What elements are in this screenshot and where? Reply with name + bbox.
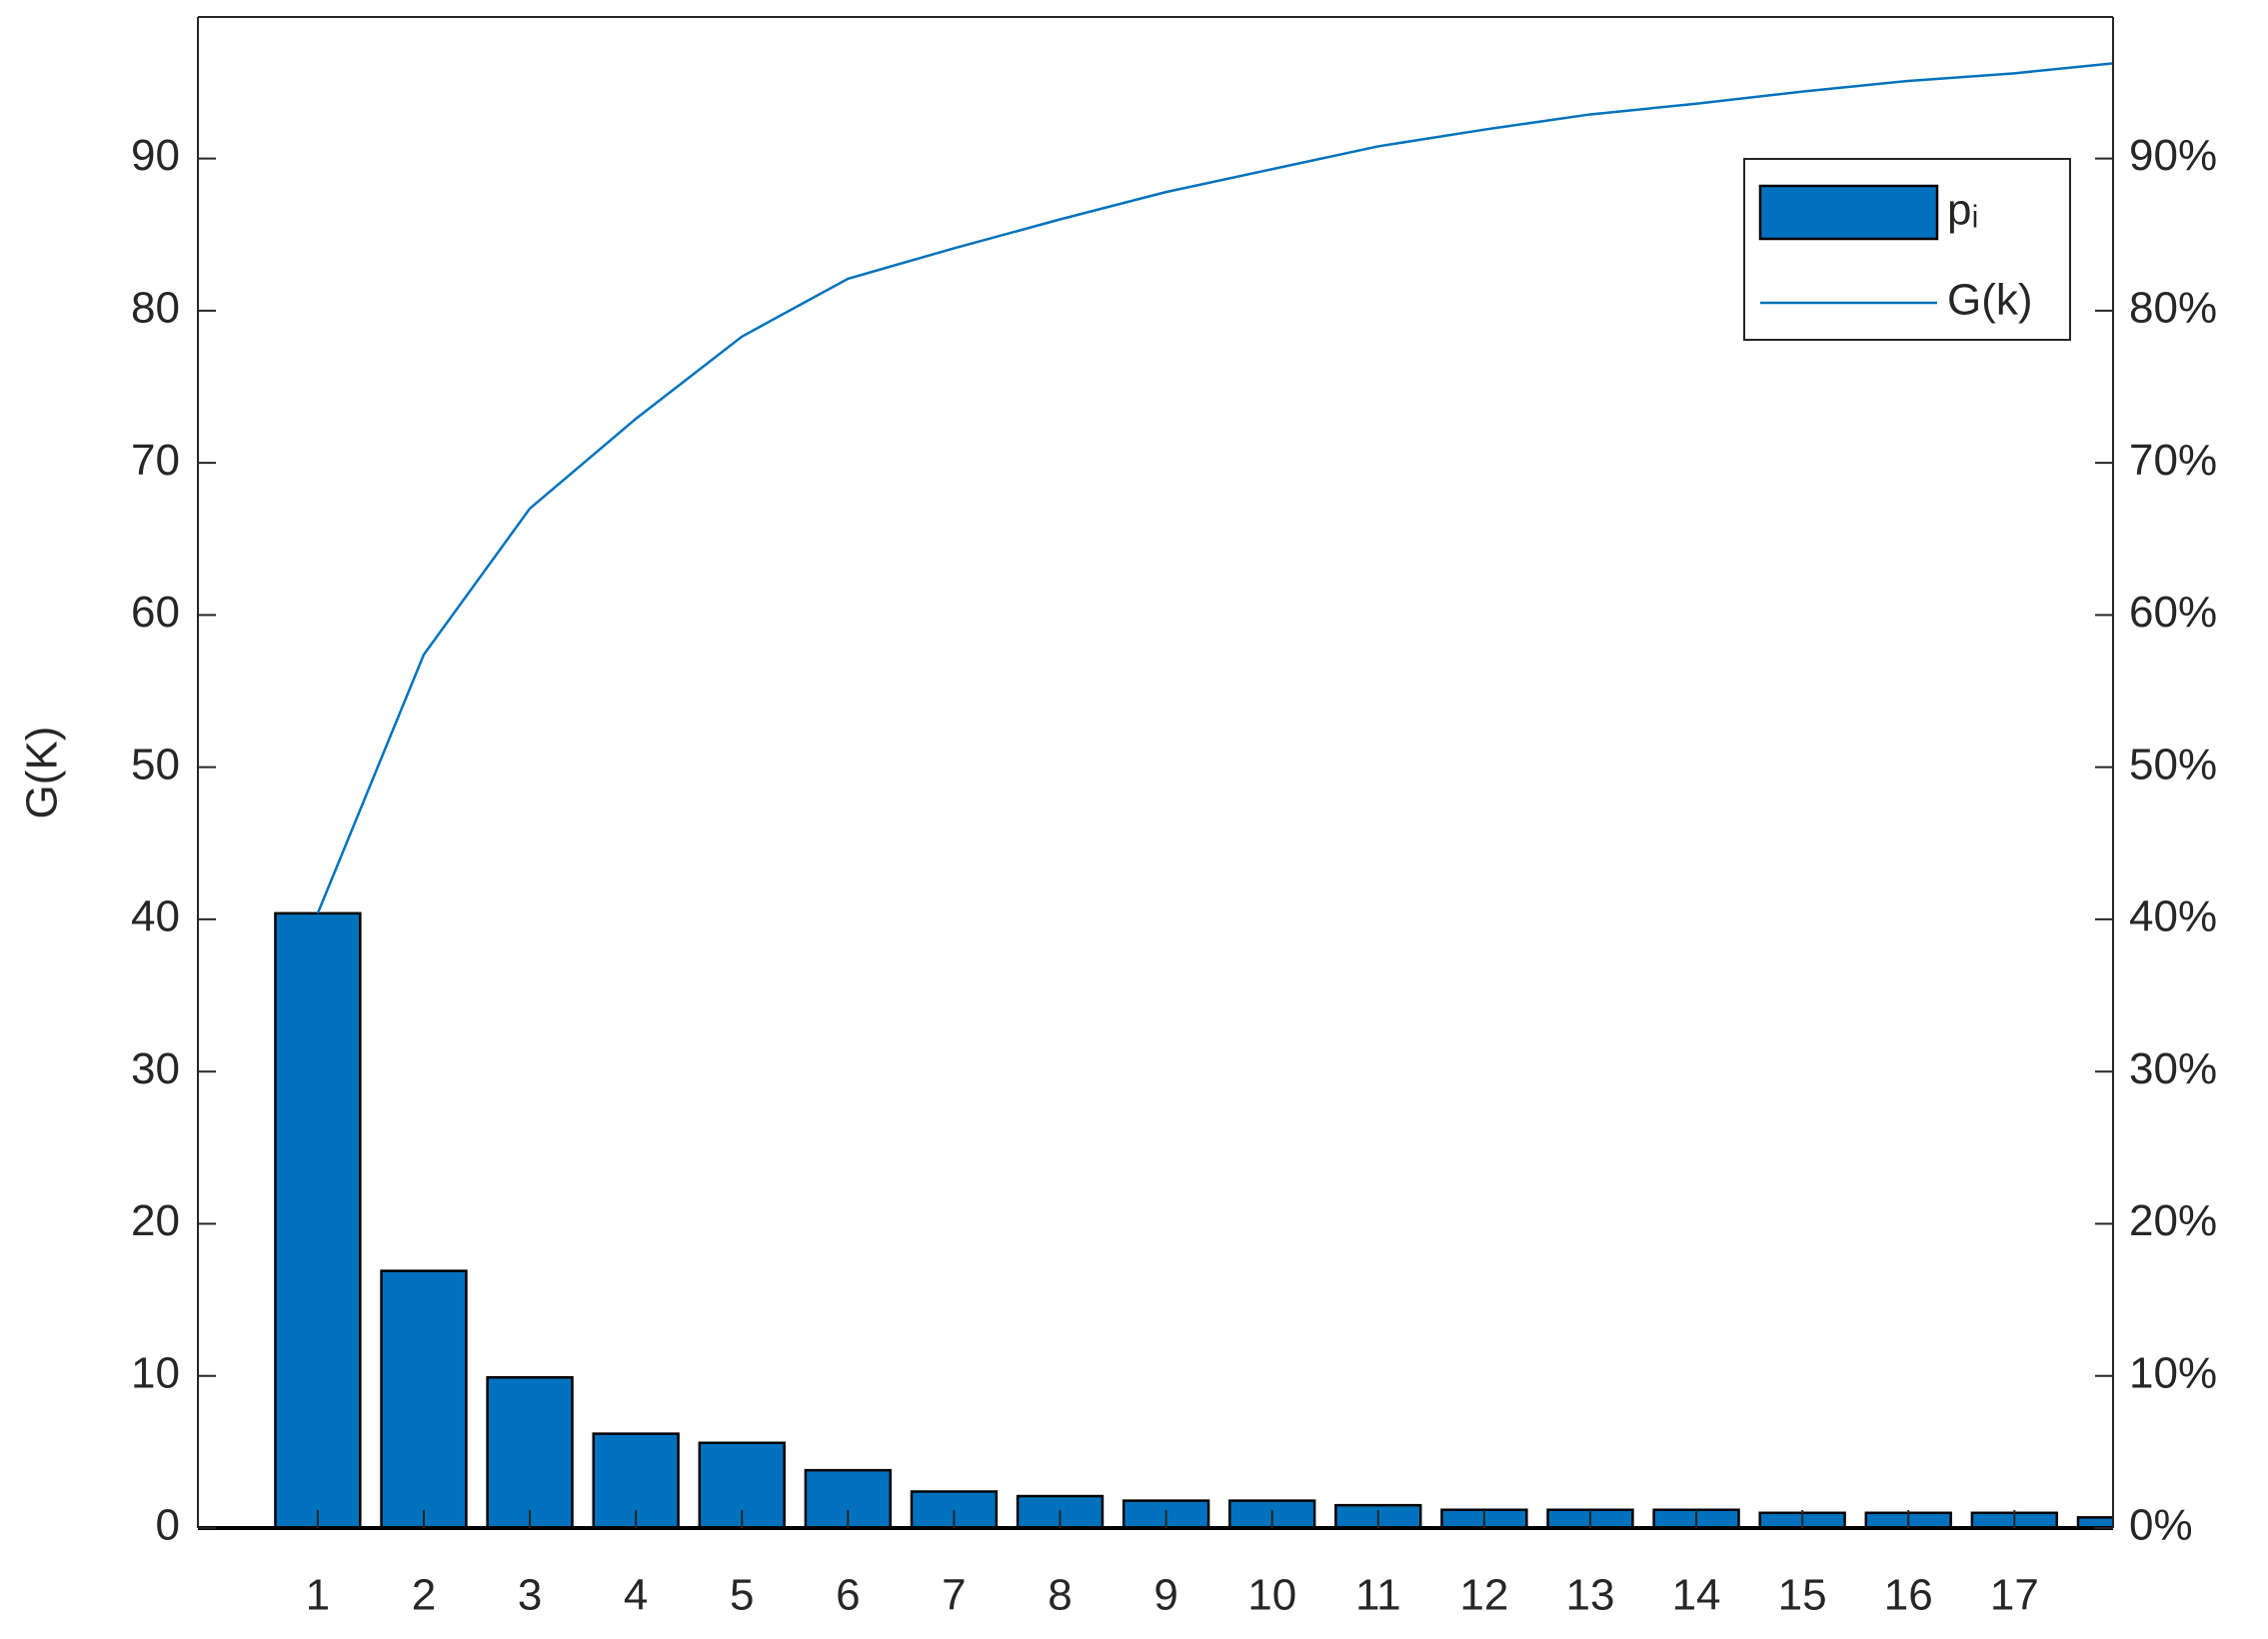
bar [380, 1269, 468, 1528]
legend-swatch [1758, 184, 1939, 241]
y2-tick-label: 40% [2129, 892, 2217, 941]
x-tick-label: 4 [624, 1571, 648, 1620]
bar [486, 1376, 574, 1528]
y-tick-label: 60 [131, 588, 180, 637]
x-tick-label: 9 [1153, 1571, 1177, 1620]
y-tick-label: 10 [131, 1348, 180, 1397]
y-tick-label: 20 [131, 1196, 180, 1245]
x-tick-label: 13 [1565, 1571, 1614, 1620]
y-axis-label: G(K) [18, 727, 67, 820]
legend-label: pᵢ [1947, 186, 1978, 235]
y2-tick-label: 80% [2129, 283, 2217, 332]
y2-tick-label: 90% [2129, 131, 2217, 180]
y2-tick-label: 10% [2129, 1348, 2217, 1397]
cumulative-line [316, 62, 2113, 914]
x-tick-label: 12 [1459, 1571, 1508, 1620]
bar [274, 911, 362, 1528]
x-tick-label: 3 [518, 1571, 542, 1620]
y-tick-label: 30 [131, 1044, 180, 1093]
y2-tick-label: 60% [2129, 588, 2217, 637]
x-tick-label: 7 [942, 1571, 966, 1620]
x-tick-label: 17 [1990, 1571, 2039, 1620]
x-tick-label: 15 [1778, 1571, 1827, 1620]
y2-tick-label: 0% [2129, 1501, 2193, 1550]
x-tick-label: 2 [412, 1571, 436, 1620]
x-tick-label: 10 [1247, 1571, 1296, 1620]
y2-tick-label: 70% [2129, 436, 2217, 485]
y2-tick-label: 50% [2129, 740, 2217, 789]
x-tick-label: 8 [1048, 1571, 1072, 1620]
y-tick-label: 90 [131, 131, 180, 180]
plot-area [274, 62, 2113, 1528]
x-tick-label: 1 [306, 1571, 330, 1620]
y2-tick-label: 20% [2129, 1196, 2217, 1245]
bar [2076, 1516, 2113, 1528]
y-tick-label: 40 [131, 892, 180, 941]
y-tick-label: 0 [156, 1501, 180, 1550]
legend: pᵢ G(k) [1743, 158, 2071, 341]
y2-tick-label: 30% [2129, 1044, 2217, 1093]
y-tick-label: 80 [131, 283, 180, 332]
y-tick-label: 70 [131, 436, 180, 485]
x-tick-label: 6 [836, 1571, 860, 1620]
x-tick-label: 14 [1672, 1571, 1721, 1620]
x-tick-label: 5 [730, 1571, 754, 1620]
x-tick-label: 16 [1884, 1571, 1933, 1620]
x-tick-label: 11 [1355, 1571, 1401, 1620]
y-tick-label: 50 [131, 740, 180, 789]
legend-label: G(k) [1947, 276, 2033, 325]
